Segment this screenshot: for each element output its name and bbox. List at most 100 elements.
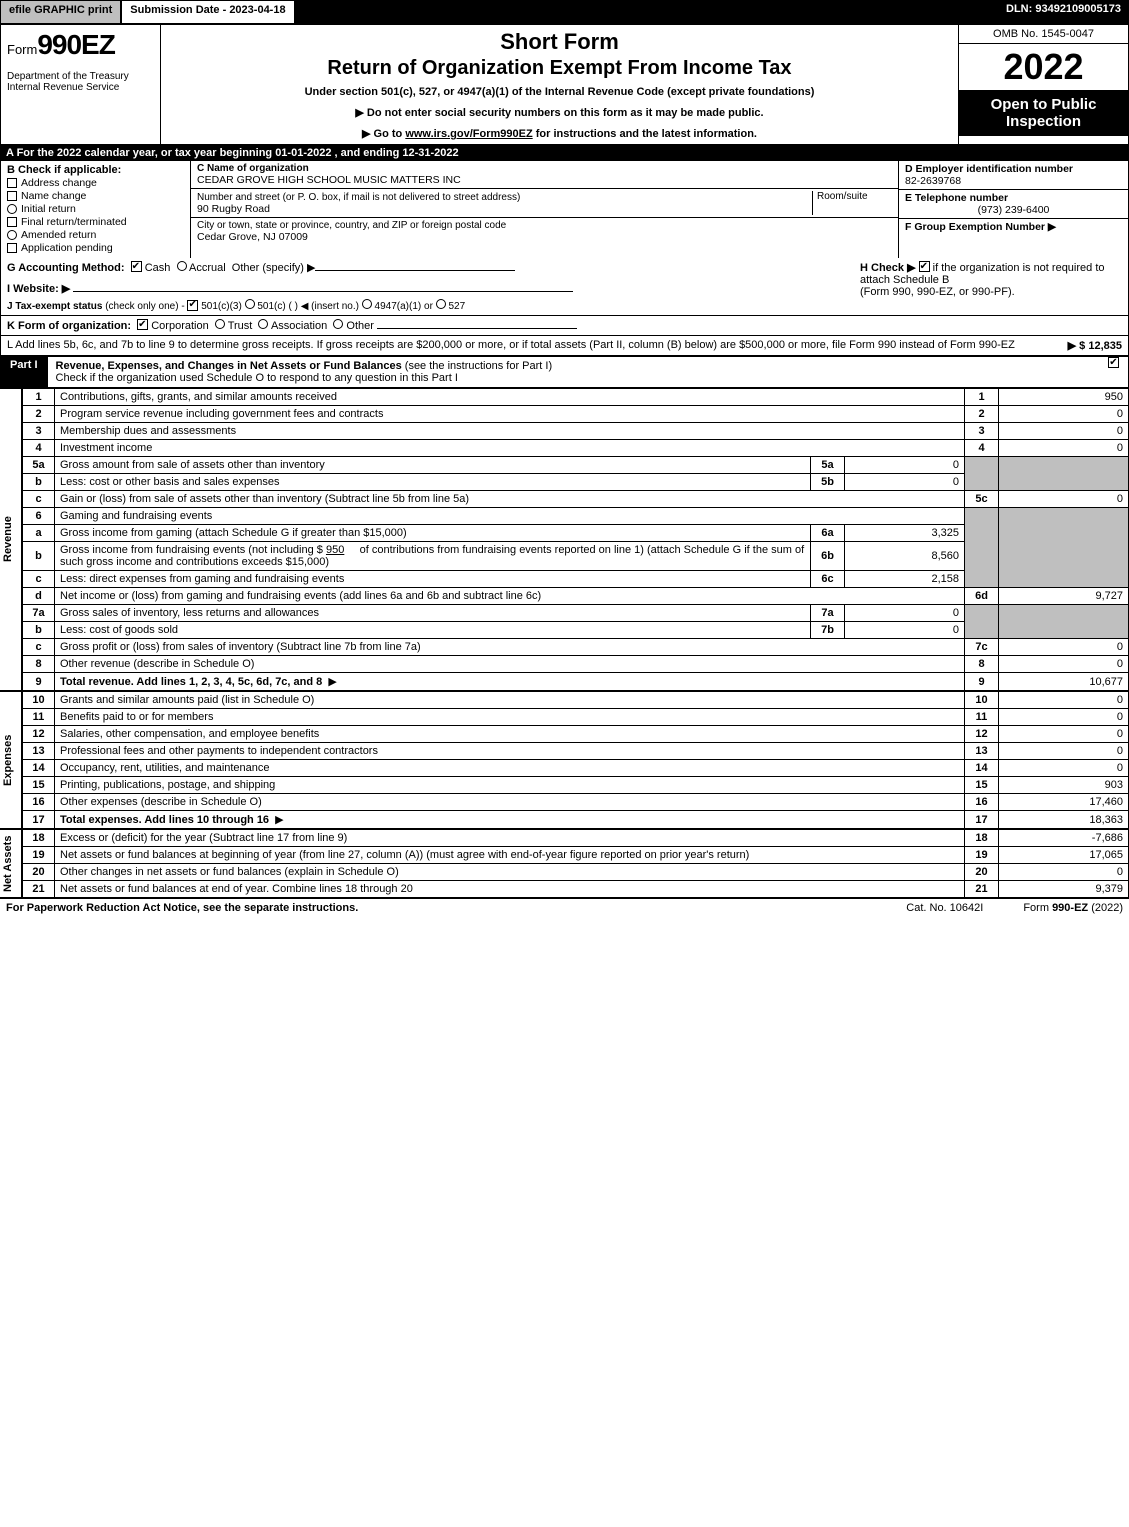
chk-trust[interactable] (215, 319, 225, 329)
chk-corporation[interactable] (137, 319, 148, 330)
city-label: City or town, state or province, country… (197, 220, 892, 231)
lbl-name-change: Name change (21, 190, 86, 202)
ein-value: 82-2639768 (905, 175, 1122, 187)
chk-final-return[interactable] (7, 217, 17, 227)
ln7c-rn: 7c (965, 639, 999, 656)
ln17-num: 17 (23, 811, 55, 829)
chk-other-org[interactable] (333, 319, 343, 329)
ln5b-num: b (23, 474, 55, 491)
ln12-val: 0 (999, 726, 1129, 743)
chk-527[interactable] (436, 299, 446, 309)
ln14-rn: 14 (965, 760, 999, 777)
ln2-rn: 2 (965, 406, 999, 423)
lbl-corporation: Corporation (151, 320, 208, 332)
ln7b-sv: 0 (845, 622, 965, 639)
website-input[interactable] (73, 291, 573, 292)
ln7a-sv: 0 (845, 605, 965, 622)
ln5c-rn: 5c (965, 491, 999, 508)
ln19-desc: Net assets or fund balances at beginning… (60, 849, 749, 861)
ln2-num: 2 (23, 406, 55, 423)
ln17-desc: Total expenses. Add lines 10 through 16 (60, 814, 269, 826)
efile-print-button[interactable]: efile GRAPHIC print (0, 0, 121, 24)
ln16-val: 17,460 (999, 794, 1129, 811)
chk-application-pending[interactable] (7, 243, 17, 253)
chk-accrual[interactable] (177, 261, 187, 271)
ln4-desc: Investment income (60, 442, 152, 454)
f-label: F Group Exemption Number ▶ (905, 221, 1122, 233)
chk-schedule-o[interactable] (1108, 357, 1119, 368)
other-method-input[interactable] (315, 270, 515, 271)
ln5c-desc: Gain or (loss) from sale of assets other… (60, 493, 469, 505)
ln7b-desc: Less: cost of goods sold (60, 624, 178, 636)
ln15-desc: Printing, publications, postage, and shi… (60, 779, 275, 791)
ln3-rn: 3 (965, 423, 999, 440)
ln20-rn: 20 (965, 864, 999, 881)
chk-schedule-b[interactable] (919, 261, 930, 272)
chk-address-change[interactable] (7, 178, 17, 188)
j-line: J Tax-exempt status (check only one) - 5… (7, 299, 852, 312)
ln6d-rn: 6d (965, 588, 999, 605)
part1-checkbox[interactable] (1099, 356, 1129, 388)
row-k: K Form of organization: Corporation Trus… (0, 316, 1129, 336)
ln2-desc: Program service revenue including govern… (60, 408, 383, 420)
ln6a-sn: 6a (811, 525, 845, 542)
irs-link[interactable]: www.irs.gov/Form990EZ (405, 128, 532, 140)
i-line: I Website: ▶ (7, 282, 852, 295)
ln11-desc: Benefits paid to or for members (60, 711, 213, 723)
ln19-rn: 19 (965, 847, 999, 864)
lbl-501c3: 501(c)(3) (201, 301, 242, 312)
ln18-num: 18 (23, 830, 55, 847)
ln6c-sn: 6c (811, 571, 845, 588)
j-label: J Tax-exempt status (7, 301, 102, 312)
part1-check-text: Check if the organization used Schedule … (56, 372, 458, 384)
entity-block: B Check if applicable: Address change Na… (0, 161, 1129, 258)
lbl-initial-return: Initial return (21, 203, 76, 215)
ln5b-sn: 5b (811, 474, 845, 491)
ln14-val: 0 (999, 760, 1129, 777)
chk-name-change[interactable] (7, 191, 17, 201)
lbl-4947: 4947(a)(1) or (375, 301, 433, 312)
ln1-num: 1 (23, 389, 55, 406)
expenses-table: 10Grants and similar amounts paid (list … (22, 691, 1129, 829)
goto-line: ▶ Go to www.irs.gov/Form990EZ for instru… (169, 127, 950, 140)
chk-association[interactable] (258, 319, 268, 329)
omb-number: OMB No. 1545-0047 (959, 25, 1128, 44)
ln10-rn: 10 (965, 692, 999, 709)
goto-pre: Go to (374, 128, 406, 140)
dept-treasury: Department of the Treasury (7, 71, 154, 82)
netassets-table: 18Excess or (deficit) for the year (Subt… (22, 829, 1129, 898)
ln6c-num: c (23, 571, 55, 588)
lbl-association: Association (271, 320, 327, 332)
chk-cash[interactable] (131, 261, 142, 272)
chk-501c[interactable] (245, 299, 255, 309)
ln13-desc: Professional fees and other payments to … (60, 745, 378, 757)
chk-amended-return[interactable] (7, 230, 17, 240)
ln6d-num: d (23, 588, 55, 605)
footer-left: For Paperwork Reduction Act Notice, see … (6, 902, 358, 914)
h-text2: (Form 990, 990-EZ, or 990-PF). (860, 286, 1015, 298)
ln14-num: 14 (23, 760, 55, 777)
ln13-val: 0 (999, 743, 1129, 760)
ln17-val: 18,363 (999, 811, 1129, 829)
form-990ez: 990EZ (37, 29, 115, 60)
b-label: B Check if applicable: (7, 164, 184, 176)
part1-tab: Part I (0, 356, 48, 388)
ln7c-desc: Gross profit or (loss) from sales of inv… (60, 641, 421, 653)
ln21-val: 9,379 (999, 881, 1129, 898)
lbl-501c: 501(c) ( ) ◀ (insert no.) (257, 301, 359, 312)
ln19-num: 19 (23, 847, 55, 864)
lbl-final-return: Final return/terminated (21, 216, 127, 228)
ln6b-desc1: Gross income from fundraising events (no… (60, 544, 323, 556)
ln7b-sn: 7b (811, 622, 845, 639)
ln20-num: 20 (23, 864, 55, 881)
chk-501c3[interactable] (187, 300, 198, 311)
part1-title: Revenue, Expenses, and Changes in Net As… (48, 356, 1099, 388)
ln6b-sn: 6b (811, 542, 845, 571)
ln9-val: 10,677 (999, 673, 1129, 691)
chk-4947[interactable] (362, 299, 372, 309)
chk-initial-return[interactable] (7, 204, 17, 214)
ln7c-num: c (23, 639, 55, 656)
l-text: L Add lines 5b, 6c, and 7b to line 9 to … (7, 339, 1032, 352)
other-org-input[interactable] (377, 328, 577, 329)
row-a: A For the 2022 calendar year, or tax yea… (0, 145, 1129, 161)
